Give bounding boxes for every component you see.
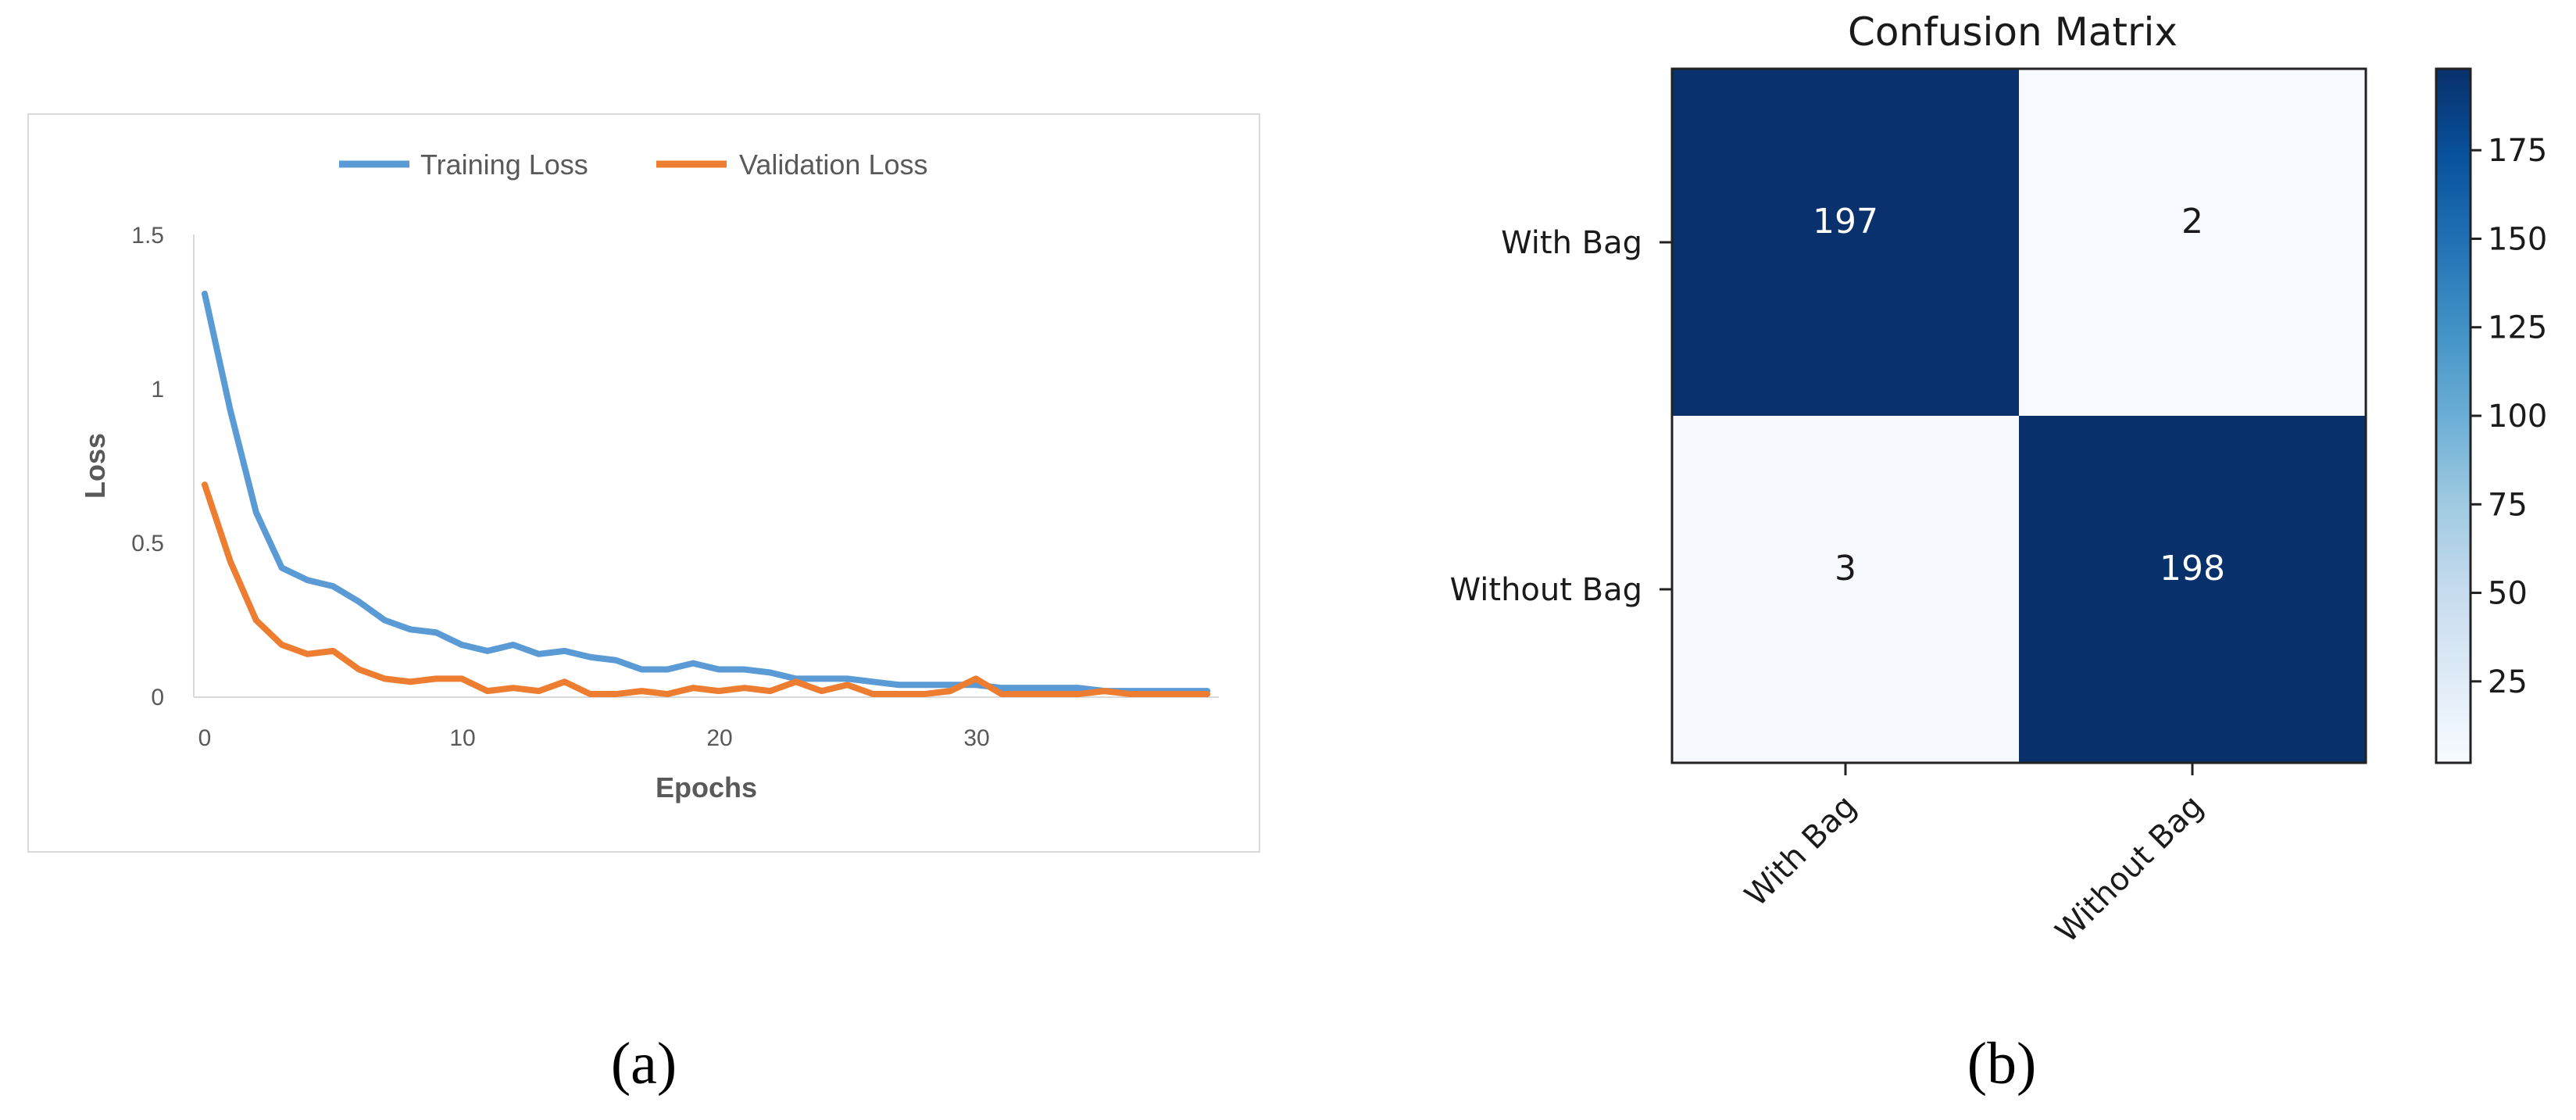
matrix-cell (2019, 69, 2366, 416)
colorbar-tick-label: 50 (2488, 576, 2528, 612)
confusion-matrix-title: Confusion Matrix (1848, 9, 2178, 55)
colorbar-tick-label: 100 (2488, 399, 2547, 435)
matrix-cell (1672, 69, 2019, 416)
loss-y-tick: 0.5 (131, 531, 164, 556)
matrix-border (1670, 67, 2367, 764)
colorbar-tick-label: 175 (2488, 133, 2547, 169)
loss-chart-frame (27, 113, 1260, 853)
row-label-with-bag: With Bag (1501, 225, 1642, 261)
matrix-cells: 197 2 3 198 (1672, 69, 2366, 763)
colorbar-tick-label: 75 (2488, 487, 2528, 523)
loss-x-tick: 20 (706, 725, 732, 751)
caption-a: (a) (611, 1031, 677, 1097)
legend-label-validation: Validation Loss (739, 148, 928, 181)
loss-x-tick: 0 (198, 725, 212, 751)
loss-y-tick: 1 (151, 377, 164, 403)
matrix-cell-value: 198 (2160, 549, 2225, 589)
loss-y-axis-title: Loss (79, 433, 111, 499)
colorbar-tick-label: 125 (2488, 310, 2547, 346)
colorbar-tick-label: 150 (2488, 221, 2547, 257)
loss-x-tick: 30 (963, 725, 989, 751)
loss-legend: Training Loss Validation Loss (339, 148, 928, 181)
loss-chart-panel: Training Loss Validation Loss 0 0.5 1 1.… (27, 113, 1260, 853)
validation-loss-line (202, 481, 1211, 698)
confusion-matrix-panel: Confusion Matrix 197 2 3 198 With Bag Witho… (1450, 9, 2548, 950)
matrix-cell (1672, 416, 2019, 763)
matrix-cell-value: 2 (2181, 202, 2203, 242)
loss-x-tick: 10 (449, 725, 475, 751)
col-label-with-bag: With Bag (1738, 789, 1863, 914)
matrix-cell (2019, 416, 2366, 763)
row-label-without-bag: Without Bag (1450, 572, 1642, 608)
colorbar-ticks: 25 50 75 100 125 150 175 (2471, 133, 2547, 700)
matrix-cell-value: 3 (1835, 549, 1856, 589)
caption-b: (b) (1967, 1031, 2037, 1097)
training-loss-line (202, 290, 1211, 695)
loss-y-tick: 0 (151, 685, 164, 710)
matrix-cell-value: 197 (1813, 202, 1878, 242)
loss-y-tick: 1.5 (131, 223, 164, 249)
loss-x-axis-title: Epochs (656, 771, 757, 803)
legend-label-training: Training Loss (420, 148, 588, 181)
col-label-without-bag: Without Bag (2049, 789, 2210, 950)
colorbar (2435, 67, 2472, 764)
colorbar-tick-label: 25 (2488, 664, 2528, 700)
